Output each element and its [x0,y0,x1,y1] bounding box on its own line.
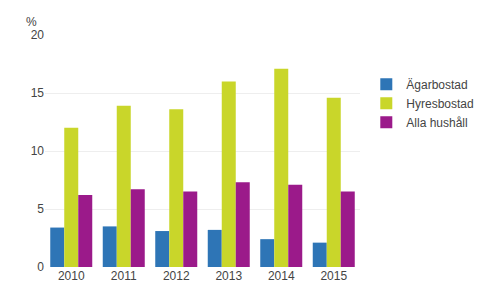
svg-text:2015: 2015 [320,269,347,283]
svg-text:0: 0 [37,260,44,274]
svg-text:2014: 2014 [268,269,295,283]
svg-text:20: 20 [31,28,45,42]
svg-text:Hyresbostad: Hyresbostad [406,97,473,111]
svg-text:%: % [26,15,37,29]
svg-text:5: 5 [37,202,44,216]
svg-text:10: 10 [31,144,45,158]
svg-text:2012: 2012 [163,269,190,283]
svg-text:2011: 2011 [111,269,137,283]
svg-text:15: 15 [31,86,45,100]
svg-text:2010: 2010 [58,269,85,283]
svg-text:2013: 2013 [215,269,242,283]
svg-text:Ägarbostad: Ägarbostad [406,78,467,92]
svg-text:Alla hushåll: Alla hushåll [406,116,467,130]
